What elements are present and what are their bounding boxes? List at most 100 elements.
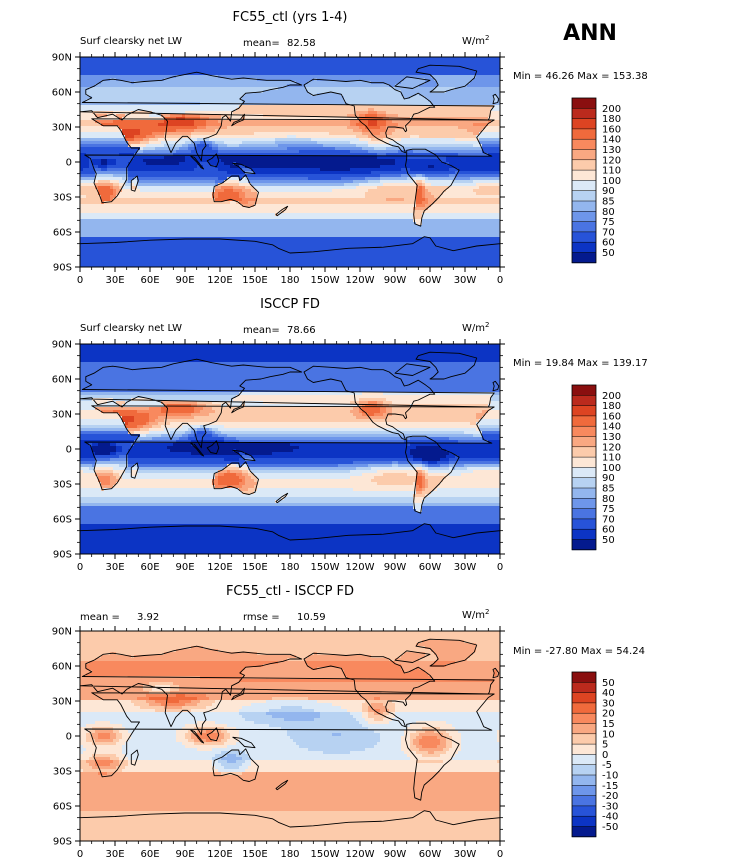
field-cell <box>161 407 195 411</box>
field-cell <box>179 700 192 704</box>
field-cell <box>110 482 117 486</box>
field-cell <box>341 706 363 710</box>
field-cell <box>176 649 219 653</box>
field-cell <box>431 649 477 653</box>
field-cell <box>80 548 500 552</box>
field-cell <box>221 763 243 767</box>
field-cell <box>368 123 378 127</box>
field-cell <box>245 476 252 480</box>
field-cell <box>419 658 438 662</box>
field-cell <box>107 162 117 166</box>
field-cell <box>377 404 384 408</box>
colorbar-label: 5 <box>602 740 608 751</box>
field-cell <box>137 183 216 187</box>
coastline <box>405 722 460 801</box>
coastline <box>206 727 220 742</box>
field-cell <box>116 742 126 746</box>
field-cell <box>449 733 462 737</box>
field-cell <box>332 733 342 737</box>
field-cell <box>80 643 417 647</box>
field-cell <box>479 419 500 423</box>
field-cell <box>95 467 114 471</box>
field-cell <box>479 428 500 432</box>
field-cell <box>401 655 426 659</box>
field-cell <box>383 183 417 187</box>
colorbar-swatch <box>572 723 596 735</box>
lat-label: 0 <box>66 732 72 743</box>
field-cell <box>257 78 315 82</box>
field-cell <box>80 817 500 821</box>
field-cell <box>389 721 417 725</box>
field-cell <box>362 407 381 411</box>
field-cell <box>491 401 500 405</box>
field-cell <box>158 416 195 420</box>
field-cell <box>80 84 96 88</box>
field-cell <box>116 162 129 166</box>
field-cell <box>359 114 366 118</box>
field-cell <box>143 688 153 692</box>
lon-label: 0 <box>497 562 503 573</box>
minmax-label: Min = 46.26 Max = 153.38 <box>513 71 648 82</box>
field-cell <box>134 419 150 423</box>
field-cell <box>380 709 390 713</box>
field-cell <box>431 192 444 196</box>
field-cell <box>380 177 408 181</box>
coastline <box>275 205 289 217</box>
field-cell <box>473 652 500 656</box>
field-cell <box>125 422 129 426</box>
field-cell <box>182 144 189 148</box>
field-cell <box>470 81 500 85</box>
field-cell <box>80 374 500 378</box>
field-cell <box>227 434 474 438</box>
field-cell <box>128 422 147 426</box>
field-cell <box>422 174 426 178</box>
field-cell <box>425 470 429 474</box>
field-cell <box>362 413 369 417</box>
field-cell <box>398 461 423 465</box>
field-cell <box>80 96 93 100</box>
field-cell <box>92 96 243 100</box>
field-cell <box>164 419 480 423</box>
field-cell <box>80 102 201 106</box>
field-cell <box>344 670 405 674</box>
field-cell <box>491 114 500 118</box>
field-cell <box>215 186 222 190</box>
field-cell <box>134 464 138 468</box>
field-cell <box>176 440 192 444</box>
field-cell <box>389 658 396 662</box>
field-cell <box>206 706 243 710</box>
field-cell <box>395 715 500 719</box>
coastline <box>80 236 500 267</box>
field-cell <box>422 479 426 483</box>
field-cell <box>113 760 120 764</box>
field-cell <box>308 90 402 94</box>
field-cell <box>110 443 117 447</box>
field-cell <box>152 688 171 692</box>
field-cell <box>482 416 500 420</box>
field-cell <box>206 141 213 145</box>
field-cell <box>458 455 500 459</box>
field-cell <box>416 643 477 647</box>
colorbar-label: 110 <box>602 166 621 177</box>
field-cell <box>125 183 132 187</box>
field-cell <box>191 646 204 650</box>
field-cell <box>371 138 384 142</box>
field-cell <box>80 664 87 668</box>
field-cell <box>170 691 500 695</box>
field-cell <box>392 410 483 414</box>
field-cell <box>122 748 198 752</box>
field-cell <box>80 706 141 710</box>
field-cell <box>215 700 267 704</box>
field-cell <box>134 655 297 659</box>
field-cell <box>80 697 138 701</box>
field-cell <box>479 132 500 136</box>
field-cell <box>413 739 420 743</box>
field-cell <box>92 754 117 758</box>
field-cell <box>464 431 483 435</box>
coastline <box>394 363 431 376</box>
field-cell <box>113 473 120 477</box>
colorbar-label: 75 <box>602 504 615 515</box>
field-cell <box>80 198 102 202</box>
field-cell <box>425 96 495 100</box>
field-cell <box>83 168 96 172</box>
